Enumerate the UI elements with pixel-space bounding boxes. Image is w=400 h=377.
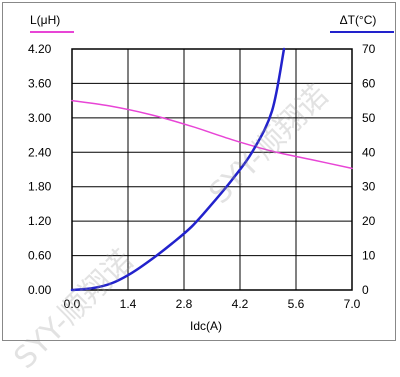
- right-tick-label: 10: [362, 249, 376, 263]
- right-tick-label: 60: [362, 76, 376, 90]
- right-tick-label: 70: [362, 42, 376, 56]
- left-tick-label: 3.00: [28, 111, 52, 125]
- left-tick-label: 1.20: [28, 214, 52, 228]
- temperature-rise-line: [70, 47, 286, 292]
- right-tick-label: 20: [362, 214, 376, 228]
- x-tick-label: 1.4: [120, 297, 137, 311]
- right-axis-title: ΔT(°C): [340, 13, 377, 27]
- x-tick-label: 5.6: [288, 297, 305, 311]
- x-tick-label: 4.2: [232, 297, 249, 311]
- left-axis-title: L(μH): [30, 13, 60, 27]
- left-tick-label: 1.80: [28, 180, 52, 194]
- right-tick-label: 40: [362, 145, 376, 159]
- right-tick-label: 0: [362, 283, 369, 297]
- x-tick-label: 0.0: [64, 297, 81, 311]
- inductance-line: [71, 99, 353, 170]
- plot-area: [71, 48, 353, 291]
- left-tick-label: 0.00: [28, 283, 52, 297]
- x-axis-title: Idc(A): [190, 319, 222, 333]
- right-tick-label: 50: [362, 111, 376, 125]
- chart-frame: [2, 2, 396, 341]
- chart: 0.0 1.4 2.8 4.2 5.6 7.0 0.00 0.60 1.20 1.80 2.40 3.…: [28, 13, 394, 333]
- x-tick-label: 2.8: [176, 297, 193, 311]
- right-tick-label: 30: [362, 180, 376, 194]
- left-tick-label: 4.20: [28, 42, 52, 56]
- left-tick-label: 3.60: [28, 76, 52, 90]
- left-tick-label: 0.60: [28, 249, 52, 263]
- left-tick-label: 2.40: [28, 145, 52, 159]
- x-tick-label: 7.0: [344, 297, 361, 311]
